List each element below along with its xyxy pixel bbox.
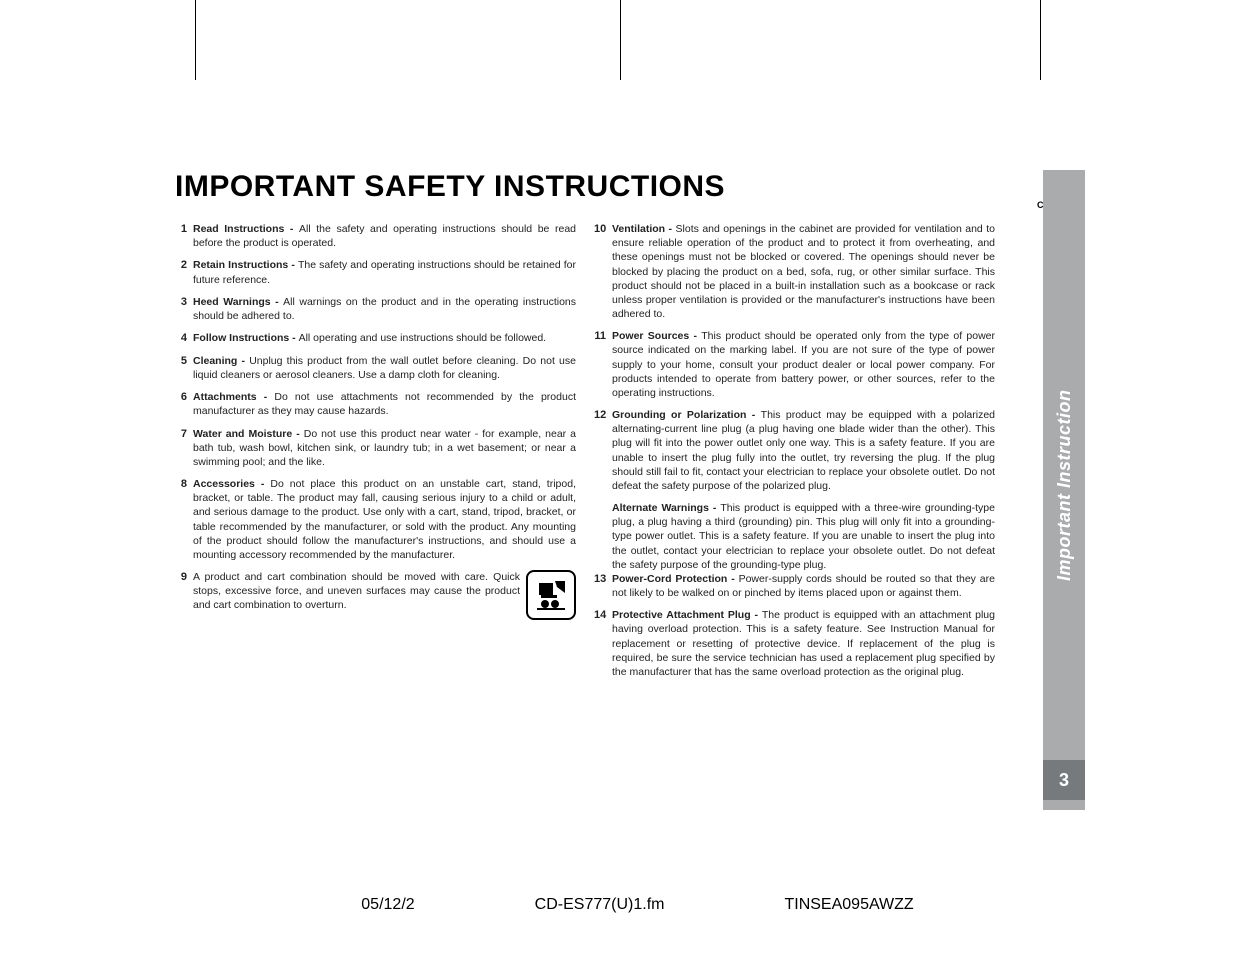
item-body: Protective Attachment Plug - The product…: [612, 608, 995, 679]
item-body: Grounding or Polarization - This product…: [612, 408, 995, 493]
crop-marks: [0, 0, 1235, 180]
page-number: 3: [1043, 760, 1085, 800]
item-body: Ventilation - Slots and openings in the …: [612, 222, 995, 321]
item-body: Attachments - Do not use attachments not…: [193, 390, 576, 418]
item-body: Power Sources - This product should be o…: [612, 329, 995, 400]
item-heading: Protective Attachment Plug -: [612, 609, 762, 621]
item-number: 3: [175, 295, 193, 310]
item-body: Read Instructions - All the safety and o…: [193, 222, 576, 250]
item-body: Accessories - Do not place this product …: [193, 477, 576, 562]
instruction-item: 1Read Instructions - All the safety and …: [175, 222, 576, 250]
page-content: IMPORTANT SAFETY INSTRUCTIONS 1Read Inst…: [175, 170, 995, 687]
item-heading: Follow Instructions -: [193, 332, 299, 344]
item-heading: Power Sources -: [612, 330, 701, 342]
instruction-item: 6Attachments - Do not use attachments no…: [175, 390, 576, 418]
item-heading: Power-Cord Protection -: [612, 573, 739, 585]
alternate-warnings: Alternate Warnings - This product is equ…: [612, 501, 995, 572]
instruction-item: 7Water and Moisture - Do not use this pr…: [175, 427, 576, 470]
item-body: Power-Cord Protection - Power-supply cor…: [612, 572, 995, 600]
instruction-item: 8Accessories - Do not place this product…: [175, 477, 576, 562]
item-number: 5: [175, 354, 193, 369]
footer-filename: CD-ES777(U)1.fm: [535, 896, 665, 914]
crop-mark: [620, 0, 621, 80]
item-number: 14: [594, 608, 612, 623]
item-heading: Accessories -: [193, 478, 270, 490]
item-number: 7: [175, 427, 193, 442]
instruction-item: 14Protective Attachment Plug - The produ…: [594, 608, 995, 679]
item-number: 11: [594, 329, 612, 344]
columns: 1Read Instructions - All the safety and …: [175, 222, 995, 687]
item-number: 1: [175, 222, 193, 237]
page-title: IMPORTANT SAFETY INSTRUCTIONS: [175, 170, 995, 204]
item-number: 13: [594, 572, 612, 587]
cart-tip-icon: [526, 570, 576, 620]
item-number: 4: [175, 331, 193, 346]
item-heading: Retain Instructions -: [193, 259, 298, 271]
item-heading: Grounding or Polarization -: [612, 409, 761, 421]
item-heading: Ventilation -: [612, 223, 676, 235]
item-number: 2: [175, 258, 193, 273]
item-number: 10: [594, 222, 612, 237]
instruction-item: 5Cleaning - Unplug this product from the…: [175, 354, 576, 382]
item-text: A product and cart combination should be…: [193, 570, 520, 613]
item-body: Retain Instructions - The safety and ope…: [193, 258, 576, 286]
item-number: 12: [594, 408, 612, 423]
item-body: Water and Moisture - Do not use this pro…: [193, 427, 576, 470]
left-column: 1Read Instructions - All the safety and …: [175, 222, 576, 687]
item-number: 9: [175, 570, 193, 585]
instruction-item: 12Grounding or Polarization - This produ…: [594, 408, 995, 493]
item-number: 8: [175, 477, 193, 492]
footer-doc-code: TINSEA095AWZZ: [784, 896, 913, 914]
item-body: Heed Warnings - All warnings on the prod…: [193, 295, 576, 323]
item-heading: Heed Warnings -: [193, 296, 283, 308]
side-tab: Important Instruction 3: [1043, 170, 1085, 810]
item-heading: Cleaning -: [193, 355, 249, 367]
item-heading: Read Instructions -: [193, 223, 299, 235]
footer: 05/12/2 CD-ES777(U)1.fm TINSEA095AWZZ: [0, 896, 1235, 914]
item-number: 6: [175, 390, 193, 405]
item-heading: Attachments -: [193, 391, 274, 403]
right-column: 10Ventilation - Slots and openings in th…: [594, 222, 995, 687]
instruction-item: 3Heed Warnings - All warnings on the pro…: [175, 295, 576, 323]
side-tab-label: Important Instruction: [1054, 170, 1075, 760]
instruction-item: 10Ventilation - Slots and openings in th…: [594, 222, 995, 321]
instruction-item-9: 9 A product and cart combination should …: [175, 570, 576, 620]
item-body: Cleaning - Unplug this product from the …: [193, 354, 576, 382]
instruction-item: 4Follow Instructions - All operating and…: [175, 331, 576, 346]
instruction-item: 11Power Sources - This product should be…: [594, 329, 995, 400]
crop-mark: [195, 0, 196, 80]
instruction-item: 2Retain Instructions - The safety and op…: [175, 258, 576, 286]
alt-heading: Alternate Warnings -: [612, 502, 720, 514]
item-body: Follow Instructions - All operating and …: [193, 331, 576, 345]
item-heading: Water and Moisture -: [193, 428, 304, 440]
footer-date: 05/12/2: [361, 896, 414, 914]
instruction-item: 13Power-Cord Protection - Power-supply c…: [594, 572, 995, 600]
crop-mark: [1040, 0, 1041, 80]
